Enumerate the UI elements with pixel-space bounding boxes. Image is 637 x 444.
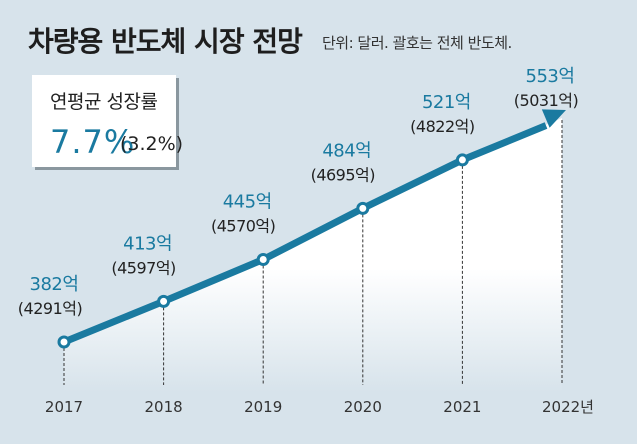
x-tick-label: 2017 bbox=[45, 398, 83, 416]
chart-subtitle: 단위: 달러. 괄호는 전체 반도체. bbox=[322, 34, 512, 52]
value-label: 521억 bbox=[422, 92, 471, 113]
data-point bbox=[256, 252, 270, 266]
total-label: (4822억) bbox=[410, 117, 474, 136]
x-tick-label: 2022년 bbox=[542, 398, 594, 416]
data-point bbox=[356, 201, 370, 215]
value-label: 553억 bbox=[526, 66, 575, 87]
value-label: 445억 bbox=[223, 191, 272, 212]
x-tick-label: 2021 bbox=[443, 398, 481, 416]
x-tick-label: 2020 bbox=[344, 398, 382, 416]
value-label: 413억 bbox=[123, 233, 172, 254]
arrow-head-icon bbox=[541, 109, 566, 128]
value-label: 484억 bbox=[322, 140, 371, 161]
growth-rate-label: 연평균 성장률 bbox=[50, 91, 158, 113]
x-tick-label: 2018 bbox=[145, 398, 183, 416]
total-label: (4597억) bbox=[111, 258, 175, 277]
total-label: (4695억) bbox=[311, 165, 375, 184]
data-point bbox=[57, 335, 71, 349]
data-point bbox=[455, 153, 469, 167]
area-under-line bbox=[64, 118, 562, 392]
x-tick-label: 2019 bbox=[244, 398, 282, 416]
growth-rate-box: 연평균 성장률 7.7% (3.2%) bbox=[32, 75, 183, 167]
total-label: (4291억) bbox=[18, 299, 82, 318]
total-label: (5031억) bbox=[514, 91, 578, 110]
growth-rate-total: (3.2%) bbox=[120, 133, 184, 155]
value-label: 382억 bbox=[30, 274, 79, 295]
growth-rate-value: 7.7% bbox=[50, 123, 136, 161]
total-label: (4570억) bbox=[211, 216, 275, 235]
series-line bbox=[62, 122, 548, 346]
chart-title: 차량용 반도체 시장 전망 bbox=[28, 25, 303, 58]
data-point bbox=[157, 294, 171, 308]
